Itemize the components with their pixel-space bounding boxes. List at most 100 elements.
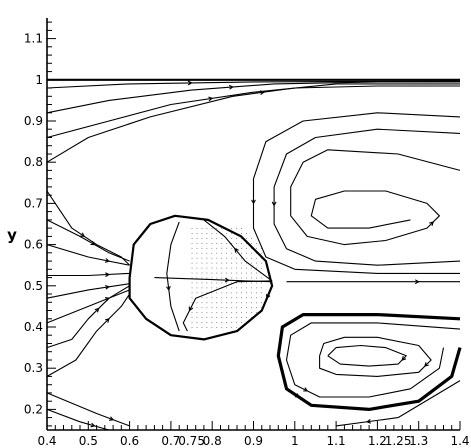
- interior-dot: [246, 252, 247, 254]
- streamline-7: [46, 244, 130, 266]
- interior-dot: [196, 322, 198, 323]
- interior-dot: [206, 228, 208, 229]
- x-tick-label: 0.75: [178, 434, 205, 448]
- interior-dot: [206, 238, 208, 239]
- flow-arrows: [80, 80, 435, 428]
- arrow-9: [105, 284, 111, 290]
- interior-dot: [256, 267, 257, 269]
- interior-dot: [231, 307, 233, 309]
- interior-dot: [226, 272, 228, 274]
- arrow-4: [187, 80, 193, 86]
- interior-dot: [241, 272, 242, 274]
- interior-dot: [196, 272, 198, 274]
- streamline-16: [166, 221, 180, 332]
- interior-dot: [221, 243, 223, 244]
- interior-dot: [231, 322, 233, 323]
- interior-dot: [196, 252, 198, 254]
- interior-dot: [256, 247, 257, 249]
- interior-dot: [191, 228, 193, 229]
- interior-dot: [241, 252, 242, 254]
- interior-dot: [226, 322, 228, 323]
- interior-dot: [221, 292, 223, 294]
- interior-dot: [196, 287, 198, 289]
- interior-dot: [221, 257, 223, 259]
- interior-dot: [201, 238, 203, 239]
- interior-dot: [191, 238, 193, 239]
- arrow-21: [271, 201, 277, 207]
- interior-dot: [211, 297, 213, 299]
- interior-dot: [251, 302, 252, 304]
- arrow-17: [224, 277, 230, 283]
- interior-dot: [236, 272, 238, 274]
- interior-dot: [260, 247, 262, 249]
- interior-dot: [211, 267, 213, 269]
- interior-dot: [241, 233, 242, 234]
- interior-dot: [206, 247, 208, 249]
- interior-dot: [231, 297, 233, 299]
- interior-dot: [241, 292, 242, 294]
- interior-dot: [251, 277, 252, 279]
- interior-dot: [196, 317, 198, 318]
- streamline-24: [276, 313, 462, 411]
- interior-dot: [196, 312, 198, 314]
- interior-dot: [231, 327, 233, 328]
- arrow-1: [259, 90, 265, 95]
- interior-dot: [226, 307, 228, 309]
- interior-dot: [246, 267, 247, 269]
- x-tick-label: 1.4: [450, 434, 469, 448]
- interior-dot: [256, 243, 257, 244]
- interior-dot: [216, 307, 218, 309]
- interior-dot: [206, 307, 208, 309]
- streamline-13: [46, 392, 130, 427]
- interior-dot: [251, 267, 252, 269]
- interior-dot: [241, 262, 242, 264]
- interior-dot: [221, 252, 223, 254]
- interior-dot: [246, 238, 247, 239]
- interior-dot: [226, 247, 228, 249]
- interior-dot: [191, 327, 193, 328]
- interior-dot: [211, 247, 213, 249]
- interior-dot: [236, 257, 238, 259]
- interior-dot: [201, 327, 203, 328]
- interior-dot: [256, 272, 257, 274]
- x-tick-label: 0.7: [161, 434, 180, 448]
- streamline-15: [128, 214, 274, 341]
- interior-dot: [201, 317, 203, 318]
- interior-dot: [241, 317, 242, 318]
- interior-dot: [206, 317, 208, 318]
- interior-dot: [226, 312, 228, 314]
- interior-dot: [226, 257, 228, 259]
- interior-dot: [201, 282, 203, 284]
- x-tick-label: 1.1: [327, 434, 346, 448]
- interior-dot: [236, 302, 238, 304]
- interior-dot: [241, 228, 242, 229]
- interior-dot: [206, 312, 208, 314]
- x-tick-label: 0.8: [203, 434, 222, 448]
- arrow-16: [166, 285, 171, 292]
- interior-dot: [221, 228, 223, 229]
- arrow-8: [105, 272, 111, 278]
- interior-dot: [196, 282, 198, 284]
- interior-dot: [231, 247, 233, 249]
- interior-dot: [231, 287, 233, 289]
- interior-dot: [236, 322, 238, 323]
- interior-dot: [206, 262, 208, 264]
- y-tick-label: 0.3: [24, 361, 43, 375]
- interior-dot: [246, 277, 247, 279]
- interior-dot: [201, 312, 203, 314]
- interior-dot: [201, 302, 203, 304]
- interior-dot: [191, 247, 193, 249]
- interior-dot: [201, 257, 203, 259]
- interior-dot: [246, 272, 247, 274]
- interior-dot: [201, 247, 203, 249]
- arrow-15: [265, 294, 271, 300]
- arrow-11: [94, 307, 100, 313]
- y-tick-label: 0.4: [24, 320, 43, 334]
- interior-dot: [196, 262, 198, 264]
- interior-dot: [246, 292, 247, 294]
- interior-dot: [236, 247, 238, 249]
- interior-dot: [246, 297, 247, 299]
- interior-dot: [201, 297, 203, 299]
- interior-dot: [206, 267, 208, 269]
